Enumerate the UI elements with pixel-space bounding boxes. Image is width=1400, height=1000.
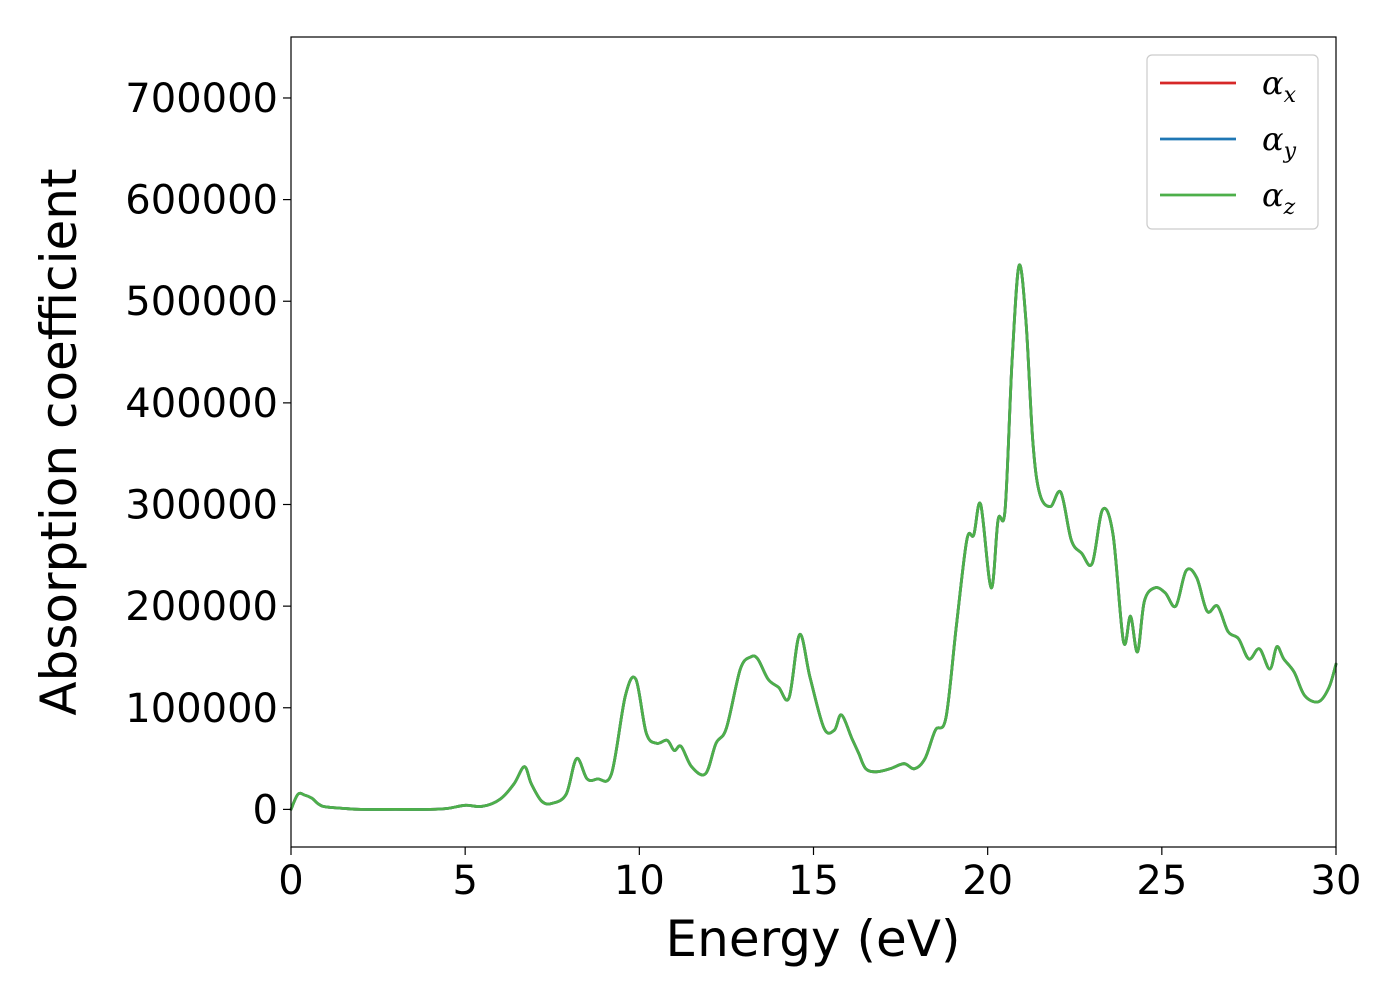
series-line-1: [289, 263, 1338, 811]
y-tick-label: 600000: [125, 178, 278, 224]
x-axis-ticks: 0 5 10 15 20 25 30: [278, 847, 1361, 904]
y-tick-label: 100000: [125, 686, 278, 732]
legend: αx αy αz: [1146, 54, 1319, 230]
y-tick-label: 700000: [125, 76, 278, 122]
y-tick-label: 200000: [125, 584, 278, 630]
x-tick-label: 10: [614, 858, 665, 904]
x-tick-label: 20: [962, 858, 1013, 904]
y-axis-ticks: 0 100000 200000 300000 400000 500000 600000 700…: [125, 76, 291, 833]
x-tick-label: 15: [788, 858, 839, 904]
x-tick-label: 5: [452, 858, 477, 904]
legend-label: αz: [1262, 176, 1296, 220]
legend-label: αx: [1262, 64, 1297, 108]
x-tick-label: 30: [1311, 858, 1362, 904]
x-axis-title: Energy (eV): [666, 910, 961, 968]
legend-box: [1146, 54, 1319, 230]
y-tick-label: 400000: [125, 381, 278, 427]
y-tick-label: 500000: [125, 279, 278, 325]
series-line-0: [289, 263, 1338, 811]
series-layer: [289, 263, 1338, 811]
y-axis-title: Absorption coefficient: [30, 168, 88, 715]
y-tick-label: 0: [253, 787, 278, 833]
legend-label: αy: [1262, 120, 1297, 164]
x-tick-label: 0: [278, 858, 303, 904]
series-line-2: [289, 263, 1338, 811]
y-tick-label: 300000: [125, 483, 278, 529]
x-tick-label: 25: [1136, 858, 1187, 904]
